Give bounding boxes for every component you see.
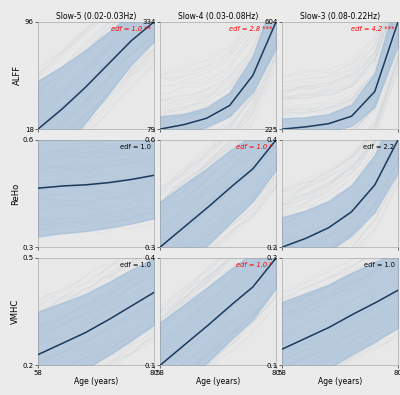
X-axis label: Age (years): Age (years) [74, 377, 118, 386]
Text: edf = 1.0 **: edf = 1.0 ** [111, 26, 151, 32]
Text: edf = 4.2 ***: edf = 4.2 *** [351, 26, 394, 32]
X-axis label: Age (years): Age (years) [196, 377, 240, 386]
Y-axis label: ALFF: ALFF [13, 65, 22, 85]
Title: Slow-4 (0.03-0.08Hz): Slow-4 (0.03-0.08Hz) [178, 12, 258, 21]
Text: edf = 1.0: edf = 1.0 [120, 262, 151, 268]
X-axis label: Age (years): Age (years) [318, 377, 362, 386]
Text: edf = 2.2: edf = 2.2 [363, 144, 394, 150]
Y-axis label: VMHC: VMHC [11, 299, 20, 324]
Text: edf = 1.0 *: edf = 1.0 * [236, 144, 272, 150]
Text: edf = 1.0: edf = 1.0 [364, 262, 394, 268]
Title: Slow-3 (0.08-0.22Hz): Slow-3 (0.08-0.22Hz) [300, 12, 380, 21]
Text: edf = 2.8 ***: edf = 2.8 *** [229, 26, 272, 32]
Y-axis label: ReHo: ReHo [11, 182, 20, 205]
Title: Slow-5 (0.02-0.03Hz): Slow-5 (0.02-0.03Hz) [56, 12, 136, 21]
Text: edf = 1.0 *: edf = 1.0 * [236, 262, 272, 268]
Text: edf = 1.0: edf = 1.0 [120, 144, 151, 150]
